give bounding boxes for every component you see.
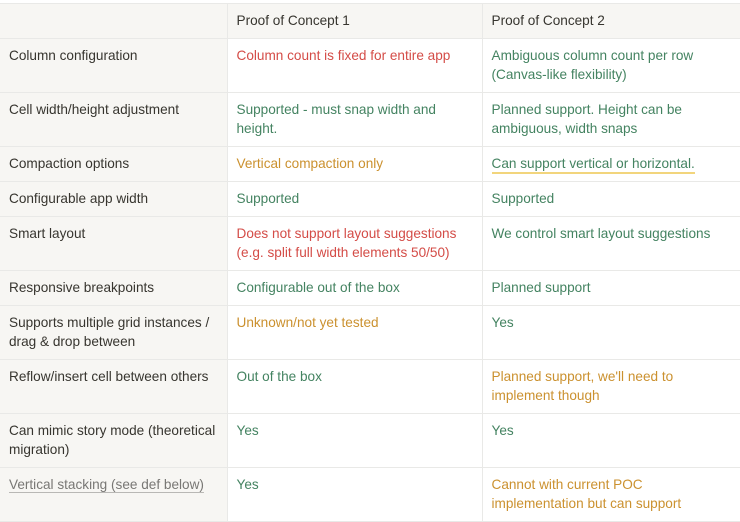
poc2-cell[interactable]: We control smart layout suggestions bbox=[481, 216, 740, 271]
poc2-cell[interactable]: Supported bbox=[481, 181, 740, 217]
poc1-cell[interactable]: Out of the box bbox=[226, 359, 483, 414]
poc2-cell[interactable]: Planned support bbox=[481, 270, 740, 306]
feature-cell[interactable]: Column configuration bbox=[0, 38, 228, 93]
header-poc2[interactable]: Proof of Concept 2 bbox=[481, 3, 740, 39]
poc2-cell[interactable]: Yes bbox=[481, 305, 740, 360]
feature-cell[interactable]: Supports multiple grid instances / drag … bbox=[0, 305, 228, 360]
poc2-cell[interactable]: Yes bbox=[481, 413, 740, 468]
feature-cell[interactable]: Can mimic story mode (theoretical migrat… bbox=[0, 413, 228, 468]
feature-cell[interactable]: Compaction options bbox=[0, 146, 228, 182]
comparison-table: Proof of Concept 1 Proof of Concept 2 Co… bbox=[0, 3, 740, 522]
feature-cell[interactable]: Cell width/height adjustment bbox=[0, 92, 228, 147]
poc2-cell[interactable]: Can support vertical or horizontal. bbox=[481, 146, 740, 182]
poc2-cell[interactable]: Cannot with current POC implementation b… bbox=[481, 467, 740, 522]
table-row: Supports multiple grid instances / drag … bbox=[0, 305, 740, 360]
header-feature[interactable] bbox=[0, 3, 228, 39]
poc2-cell[interactable]: Planned support, we'll need to implement… bbox=[481, 359, 740, 414]
poc1-cell[interactable]: Unknown/not yet tested bbox=[226, 305, 483, 360]
poc1-cell[interactable]: Vertical compaction only bbox=[226, 146, 483, 182]
feature-cell[interactable]: Configurable app width bbox=[0, 181, 228, 217]
table-row: Reflow/insert cell between others Out of… bbox=[0, 359, 740, 414]
poc1-cell[interactable]: Yes bbox=[226, 467, 483, 522]
feature-cell[interactable]: Vertical stacking (see def below) bbox=[0, 467, 228, 522]
table-row: Column configuration Column count is fix… bbox=[0, 38, 740, 93]
table-row: Cell width/height adjustment Supported -… bbox=[0, 92, 740, 147]
poc1-cell[interactable]: Configurable out of the box bbox=[226, 270, 483, 306]
poc1-cell[interactable]: Yes bbox=[226, 413, 483, 468]
header-row: Proof of Concept 1 Proof of Concept 2 bbox=[0, 3, 740, 39]
table-row: Compaction options Vertical compaction o… bbox=[0, 146, 740, 182]
table-row: Can mimic story mode (theoretical migrat… bbox=[0, 413, 740, 468]
header-poc1[interactable]: Proof of Concept 1 bbox=[226, 3, 483, 39]
highlighted-text: Can support vertical or horizontal. bbox=[491, 156, 695, 174]
poc1-cell[interactable]: Does not support layout suggestions (e.g… bbox=[226, 216, 483, 271]
feature-cell[interactable]: Smart layout bbox=[0, 216, 228, 271]
feature-cell[interactable]: Reflow/insert cell between others bbox=[0, 359, 228, 414]
vertical-stacking-link[interactable]: Vertical stacking (see def below) bbox=[9, 477, 204, 492]
feature-cell[interactable]: Responsive breakpoints bbox=[0, 270, 228, 306]
poc2-cell[interactable]: Planned support. Height can be ambiguous… bbox=[481, 92, 740, 147]
poc1-cell[interactable]: Supported bbox=[226, 181, 483, 217]
poc2-cell[interactable]: Ambiguous column count per row (Canvas-l… bbox=[481, 38, 740, 93]
table-row: Smart layout Does not support layout sug… bbox=[0, 216, 740, 271]
table-row: Configurable app width Supported Support… bbox=[0, 181, 740, 217]
poc1-cell[interactable]: Supported - must snap width and height. bbox=[226, 92, 483, 147]
table-row: Responsive breakpoints Configurable out … bbox=[0, 270, 740, 306]
poc1-cell[interactable]: Column count is fixed for entire app bbox=[226, 38, 483, 93]
table-row: Vertical stacking (see def below) Yes Ca… bbox=[0, 467, 740, 522]
